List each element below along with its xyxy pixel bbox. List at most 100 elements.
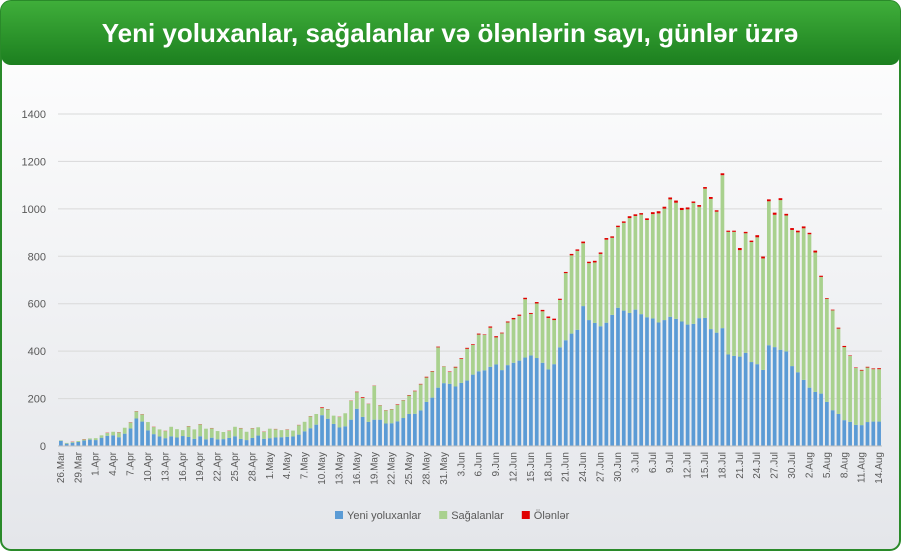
bar-segment: [744, 353, 748, 446]
bar-segment: [146, 430, 150, 446]
bar-segment: [256, 436, 260, 446]
bar-segment: [477, 335, 481, 372]
bar-segment: [871, 422, 875, 446]
bar-segment: [523, 299, 527, 357]
bar-segment: [367, 422, 371, 446]
bar-segment: [314, 414, 318, 425]
bar-segment: [732, 231, 736, 232]
bar-segment: [866, 368, 870, 423]
bar-segment: [517, 316, 521, 361]
bar-segment: [146, 422, 150, 430]
bar-segment: [645, 218, 649, 220]
bar-segment: [245, 432, 249, 440]
legend-label: Sağalanlar: [451, 510, 504, 522]
chart-title: Yeni yoluxanlar, sağalanlar və ölənlərin…: [102, 18, 799, 48]
bar-segment: [831, 310, 835, 410]
bar-segment: [105, 433, 109, 436]
bar-segment: [158, 437, 162, 446]
bar-segment: [657, 211, 661, 213]
bar-segment: [181, 430, 185, 436]
bar-segment: [837, 414, 841, 446]
bar-segment: [512, 319, 516, 362]
bar-segment: [802, 380, 806, 446]
bar-segment: [430, 398, 434, 446]
bar-segment: [750, 362, 754, 446]
bar-segment: [523, 358, 527, 446]
bar-segment: [831, 310, 835, 311]
bar-segment: [564, 273, 568, 340]
bar-segment: [709, 329, 713, 446]
bar-segment: [274, 429, 278, 437]
bar-segment: [76, 442, 80, 446]
bar-segment: [605, 323, 609, 446]
bar-segment: [193, 439, 197, 446]
bar-segment: [517, 315, 521, 316]
bar-segment: [628, 313, 632, 446]
bar-segment: [111, 435, 115, 446]
bar-segment: [593, 323, 597, 446]
bar-segment: [825, 299, 829, 402]
bar-segment: [262, 439, 266, 446]
bar-segment: [326, 409, 330, 418]
bar-segment: [459, 359, 463, 383]
bar-segment: [82, 439, 86, 440]
bar-segment: [848, 422, 852, 446]
bar-segment: [674, 319, 678, 446]
bar-segment: [552, 320, 556, 364]
bar-segment: [831, 410, 835, 446]
bar-segment: [158, 429, 162, 436]
bar-segment: [773, 347, 777, 446]
bar-segment: [668, 197, 672, 199]
bar-segment: [686, 325, 690, 446]
bar-segment: [715, 210, 719, 211]
bar-segment: [854, 368, 858, 425]
bar-segment: [668, 199, 672, 316]
bar-segment: [703, 189, 707, 318]
x-tick-label: 31.May: [439, 452, 450, 485]
bar-segment: [303, 431, 307, 446]
bar-segment: [419, 384, 423, 410]
bar-segment: [767, 201, 771, 345]
x-tick-label: 6.Jul: [648, 452, 659, 473]
bar-segment: [813, 392, 817, 446]
bar-segment: [535, 303, 539, 358]
x-tick-label: 4.Apr: [108, 451, 119, 476]
bar-segment: [488, 328, 492, 367]
x-tick-label: 25.May: [404, 452, 415, 485]
bar-segment: [663, 209, 667, 320]
bar-segment: [825, 402, 829, 446]
bar-segment: [663, 320, 667, 446]
x-tick-label: 13.Apr: [160, 451, 171, 481]
bar-segment: [599, 326, 603, 446]
bar-segment: [239, 439, 243, 446]
bar-segment: [639, 215, 643, 315]
bar-segment: [361, 397, 365, 398]
y-tick-label: 1200: [22, 156, 46, 168]
bar-segment: [117, 437, 121, 446]
x-tick-label: 7.Apr: [126, 451, 137, 476]
bar-segment: [454, 368, 458, 387]
bar-segment: [175, 429, 179, 437]
bar-segment: [715, 333, 719, 446]
bar-segment: [605, 240, 609, 323]
y-tick-label: 400: [28, 346, 46, 358]
bar-segment: [76, 441, 80, 442]
bar-segment: [332, 424, 336, 446]
x-tick-label: 10.Apr: [143, 451, 154, 481]
bar-segment: [349, 401, 353, 420]
bar-segment: [442, 367, 446, 384]
bar-segment: [291, 431, 295, 437]
bar-segment: [697, 207, 701, 318]
bar-segment: [541, 363, 545, 446]
bar-segment: [134, 418, 138, 446]
x-tick-label: 12.Jun: [509, 452, 520, 482]
bar-segment: [575, 249, 579, 250]
bar-segment: [384, 423, 388, 446]
bar-segment: [454, 367, 458, 368]
bar-segment: [570, 254, 574, 255]
bar-segment: [599, 254, 603, 326]
bar-segment: [599, 252, 603, 253]
x-tick-label: 22.May: [387, 452, 398, 485]
bar-segment: [645, 220, 649, 317]
bar-segment: [773, 215, 777, 347]
